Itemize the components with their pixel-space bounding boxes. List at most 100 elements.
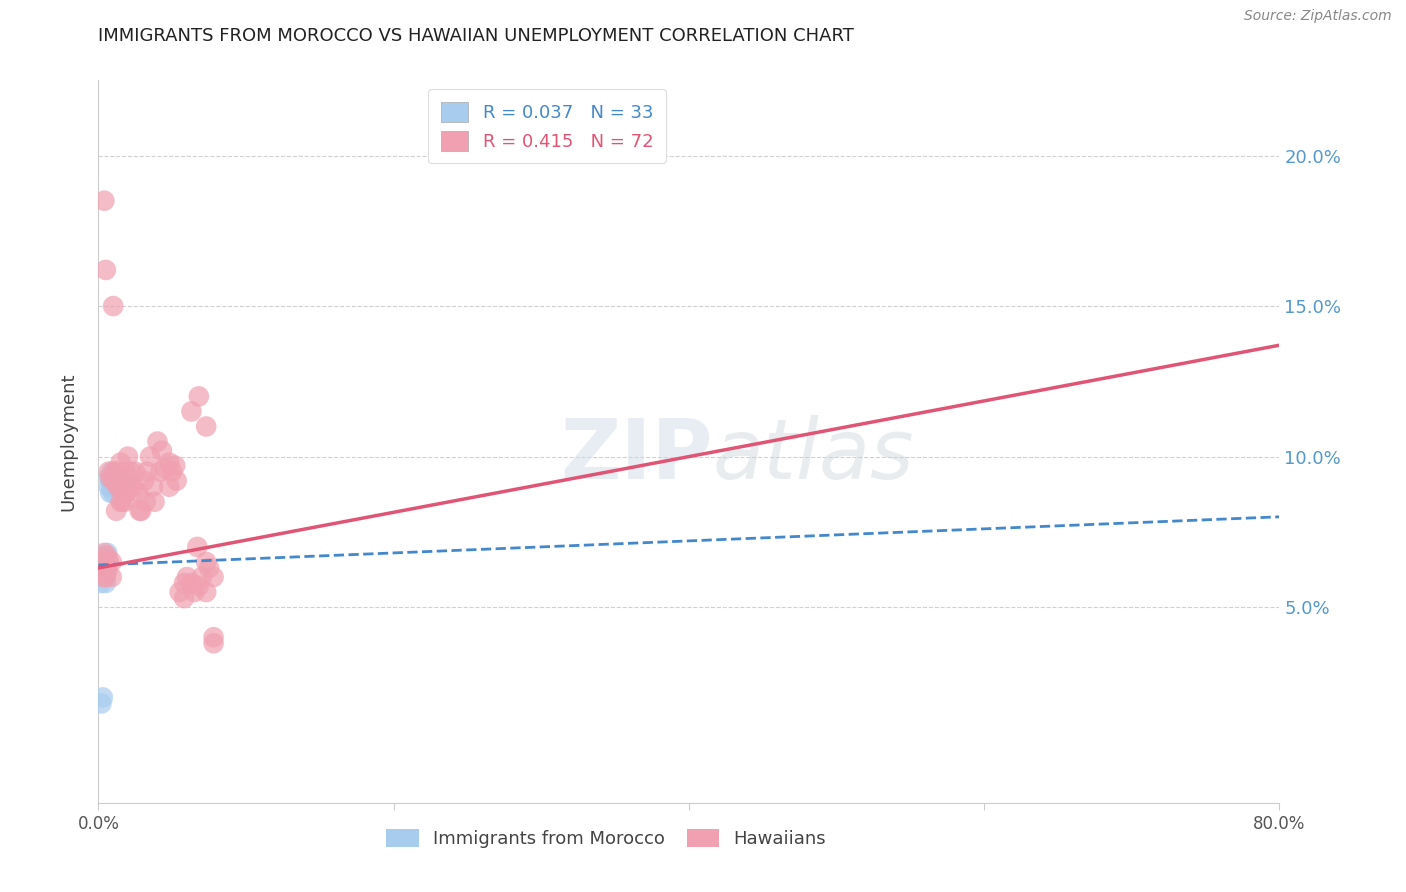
Point [149, 465, 172, 479]
Point [97, 465, 120, 479]
Point [198, 561, 221, 575]
Point [202, 630, 225, 644]
Point [166, 474, 188, 488]
Point [96, 561, 118, 575]
Point [107, 480, 129, 494]
Point [180, 576, 202, 591]
Point [169, 585, 191, 599]
Point [93, 552, 115, 566]
Y-axis label: Unemployment: Unemployment [59, 372, 77, 511]
Point [135, 494, 157, 508]
Point [94, 576, 117, 591]
Point [94, 564, 117, 578]
Point [103, 299, 125, 313]
Point [187, 579, 209, 593]
Point [100, 480, 122, 494]
Point [157, 456, 180, 470]
Point [108, 480, 131, 494]
Point [94, 263, 117, 277]
Point [105, 504, 128, 518]
Point [202, 636, 225, 650]
Point [94, 555, 117, 569]
Point [117, 450, 139, 464]
Point [157, 480, 180, 494]
Point [146, 434, 169, 449]
Point [94, 570, 117, 584]
Point [136, 465, 159, 479]
Point [191, 570, 214, 584]
Text: IMMIGRANTS FROM MOROCCO VS HAWAIIAN UNEMPLOYMENT CORRELATION CHART: IMMIGRANTS FROM MOROCCO VS HAWAIIAN UNEM… [98, 27, 855, 45]
Point [117, 470, 139, 484]
Point [202, 570, 225, 584]
Point [91, 570, 114, 584]
Point [105, 470, 128, 484]
Point [103, 485, 125, 500]
Point [176, 570, 198, 584]
Point [124, 465, 146, 479]
Point [90, 576, 112, 591]
Point [96, 546, 118, 560]
Point [98, 485, 121, 500]
Point [134, 474, 156, 488]
Point [110, 456, 132, 470]
Point [89, 561, 111, 575]
Point [89, 570, 111, 584]
Point [114, 494, 136, 508]
Point [195, 585, 218, 599]
Point [114, 465, 136, 479]
Point [186, 540, 208, 554]
Point [96, 564, 118, 578]
Point [100, 570, 122, 584]
Point [173, 591, 195, 606]
Point [97, 480, 120, 494]
Point [100, 555, 122, 569]
Text: ZIP: ZIP [560, 416, 713, 497]
Point [104, 465, 127, 479]
Point [91, 561, 114, 575]
Point [129, 504, 152, 518]
Point [165, 458, 187, 473]
Point [93, 194, 115, 208]
Point [97, 470, 120, 484]
Point [90, 697, 112, 711]
Legend: Immigrants from Morocco, Hawaiians: Immigrants from Morocco, Hawaiians [375, 818, 837, 859]
Point [153, 461, 176, 475]
Point [110, 470, 132, 484]
Point [91, 555, 114, 569]
Point [97, 555, 120, 569]
Point [91, 564, 114, 578]
Point [128, 504, 150, 518]
Point [112, 480, 135, 494]
Point [91, 690, 114, 705]
Point [91, 564, 114, 578]
Text: Source: ZipAtlas.com: Source: ZipAtlas.com [1244, 9, 1392, 23]
Point [103, 474, 125, 488]
Point [150, 443, 173, 458]
Point [142, 480, 165, 494]
Point [100, 465, 122, 479]
Point [93, 546, 115, 560]
Point [96, 552, 118, 566]
Point [173, 576, 195, 591]
Text: atlas: atlas [713, 416, 914, 497]
Point [94, 555, 117, 569]
Point [180, 404, 202, 418]
Point [127, 485, 149, 500]
Point [115, 485, 138, 500]
Point [90, 555, 112, 569]
Point [90, 558, 112, 572]
Point [183, 585, 205, 599]
Point [93, 570, 115, 584]
Point [120, 465, 142, 479]
Point [110, 494, 132, 508]
Point [107, 480, 129, 494]
Point [122, 480, 145, 494]
Point [104, 476, 127, 491]
Point [195, 555, 218, 569]
Point [105, 465, 128, 479]
Point [114, 470, 136, 484]
Point [120, 480, 142, 494]
Point [90, 567, 112, 582]
Point [143, 494, 166, 508]
Point [89, 561, 111, 575]
